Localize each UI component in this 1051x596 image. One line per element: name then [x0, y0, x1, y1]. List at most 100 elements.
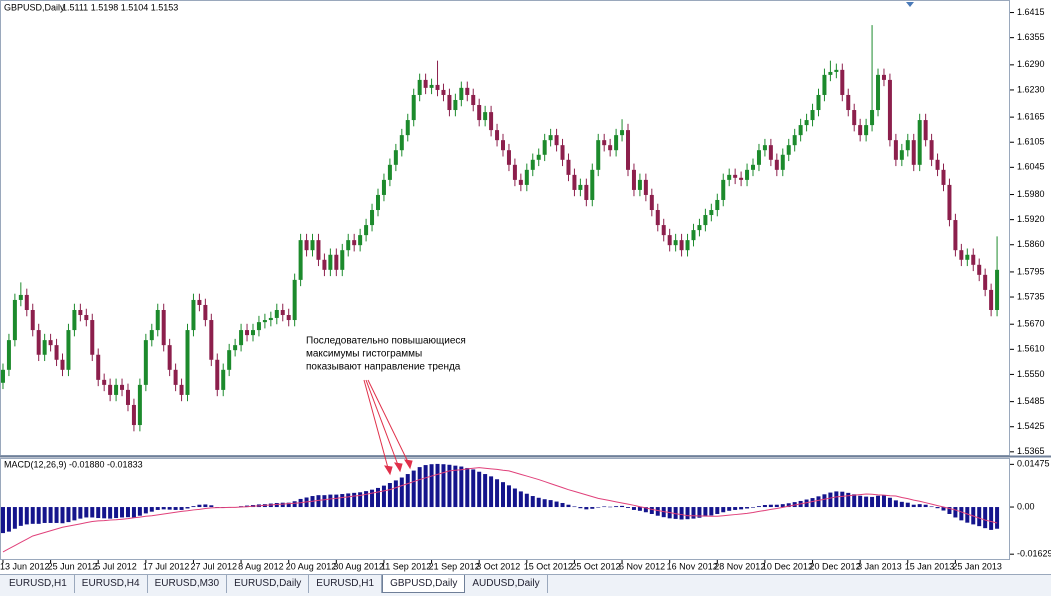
- candle-body: [459, 87, 464, 100]
- chart-title: MACD(12,26,9) -0.01880 -0.01833: [4, 459, 143, 469]
- chart-tab[interactable]: EURUSD,H4: [75, 575, 148, 593]
- x-tick-label: 30 Aug 2012: [333, 561, 384, 571]
- histogram-bar: [280, 502, 285, 508]
- candle-body: [935, 159, 940, 170]
- candle-body: [721, 179, 726, 200]
- histogram-bar: [923, 504, 928, 508]
- annotation: показывают направление тренда: [306, 362, 461, 373]
- y-tick-label: 1.5860: [1017, 239, 1045, 249]
- candle-body: [60, 359, 65, 370]
- candle-body: [155, 309, 160, 331]
- x-tick-label: 25 Jan 2013: [952, 561, 1002, 571]
- candle-body: [983, 274, 988, 290]
- chart-tab[interactable]: EURUSD,H1: [309, 575, 383, 593]
- chart-tab[interactable]: EURUSD,M30: [148, 575, 228, 593]
- histogram-bar: [673, 507, 678, 519]
- y-tick-label: 1.5610: [1017, 344, 1045, 354]
- candle-body: [280, 309, 285, 316]
- candle-body: [602, 140, 607, 146]
- candle-body: [661, 225, 666, 236]
- candle-body: [447, 94, 452, 111]
- candle-body: [340, 250, 345, 270]
- candle-body: [881, 74, 886, 80]
- candle-body: [506, 150, 511, 165]
- histogram-bar: [751, 507, 756, 508]
- histogram-bar: [810, 498, 815, 508]
- histogram-bar: [501, 482, 505, 508]
- histogram-bar: [602, 506, 607, 508]
- y-tick-label: 1.5365: [1017, 446, 1045, 456]
- histogram-bar: [727, 507, 732, 511]
- y-tick-label: -0.01629: [1017, 549, 1051, 559]
- histogram-bar: [84, 507, 89, 518]
- histogram-bar: [983, 507, 988, 529]
- histogram-bar: [60, 507, 65, 524]
- histogram-bar: [554, 501, 559, 508]
- histogram-bar: [364, 491, 369, 508]
- candle-body: [203, 304, 208, 321]
- candle-body: [620, 130, 625, 136]
- candle-body: [233, 345, 238, 351]
- histogram-bar: [417, 467, 422, 508]
- histogram-bar: [578, 507, 583, 509]
- histogram-bar: [995, 507, 1000, 529]
- y-tick-label: 1.6045: [1017, 162, 1045, 172]
- histogram-bar: [536, 497, 541, 508]
- histogram-bar: [161, 507, 166, 510]
- candle-body: [245, 330, 250, 336]
- histogram-bar: [334, 494, 339, 508]
- candle-body: [131, 404, 136, 426]
- candle-body: [90, 320, 95, 355]
- candle-body: [512, 164, 517, 180]
- chart-tab[interactable]: AUDUSD,Daily: [465, 575, 548, 593]
- candle-body: [887, 79, 892, 141]
- histogram-bar: [643, 507, 648, 513]
- histogram-bar: [465, 467, 470, 508]
- histogram-bar: [30, 507, 35, 524]
- histogram-bar: [614, 506, 619, 508]
- histogram-bar: [941, 507, 946, 511]
- candle-body: [292, 279, 297, 321]
- histogram-bar: [66, 507, 71, 523]
- histogram-bar: [703, 507, 708, 517]
- candle-body: [179, 384, 184, 395]
- histogram-bar: [685, 507, 690, 520]
- candle-body: [530, 159, 535, 170]
- histogram-bar: [620, 505, 625, 508]
- candle-body: [18, 294, 23, 300]
- candle-body: [542, 140, 547, 155]
- histogram-bar: [471, 469, 476, 508]
- candle-body: [12, 299, 17, 341]
- candle-body: [54, 345, 59, 360]
- histogram-bar: [179, 507, 184, 510]
- histogram-bar: [786, 503, 791, 508]
- x-tick-label: 20 Dec 2012: [810, 561, 861, 571]
- candle-body: [429, 84, 434, 88]
- x-tick-label: 5 Jul 2012: [95, 561, 137, 571]
- histogram-bar: [560, 502, 565, 508]
- candle-body: [643, 179, 648, 195]
- histogram-bar: [655, 507, 660, 516]
- x-tick-label: 25 Jun 2012: [48, 561, 98, 571]
- histogram-bar: [774, 504, 779, 508]
- histogram-bar: [286, 502, 291, 508]
- histogram-bar: [18, 507, 23, 526]
- histogram-bar: [72, 507, 77, 521]
- candle-body: [923, 120, 928, 141]
- histogram-bar: [929, 506, 934, 508]
- candle-body: [911, 140, 916, 165]
- chart-tab[interactable]: EURUSD,Daily: [227, 575, 310, 593]
- chart-tab[interactable]: GBPUSD,Daily: [382, 575, 466, 593]
- y-tick-label: 1.5670: [1017, 319, 1045, 329]
- candle-body: [524, 169, 529, 185]
- candle-body: [768, 145, 773, 160]
- candle-body: [501, 140, 505, 151]
- x-tick-label: 10 Dec 2012: [762, 561, 813, 571]
- candle-body: [215, 359, 220, 390]
- histogram-bar: [739, 507, 744, 510]
- candle-body: [673, 240, 678, 246]
- histogram-bar: [590, 507, 595, 509]
- candle-body: [274, 309, 279, 318]
- arrow-head: [384, 465, 393, 476]
- chart-tab[interactable]: EURUSD,H1: [2, 575, 75, 593]
